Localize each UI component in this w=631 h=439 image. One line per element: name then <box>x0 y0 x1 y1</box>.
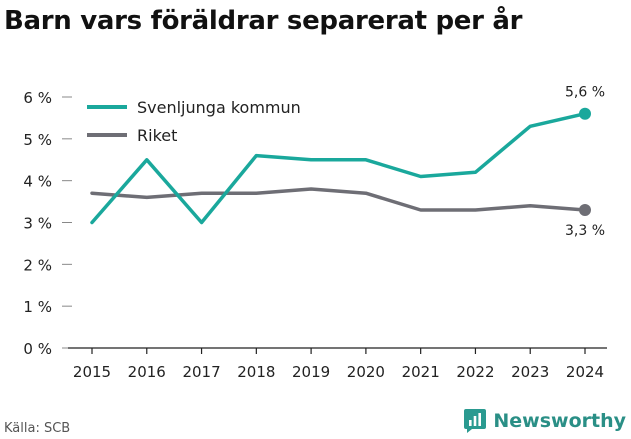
y-tick-label: 6 % <box>23 89 52 107</box>
y-tick-label: 4 % <box>23 173 52 191</box>
x-tick-label: 2020 <box>347 363 385 381</box>
x-axis: 2015 2016 2017 2018 2019 2020 2021 2022 2023 2024 <box>68 347 607 381</box>
series-line-svenljunga <box>90 111 587 225</box>
x-tick-label: 2019 <box>292 363 330 381</box>
y-tick-label: 1 % <box>23 298 52 316</box>
series-end-point <box>579 203 591 216</box>
data-label: 3,3 % <box>565 223 605 239</box>
x-tick-label: 2023 <box>511 363 549 381</box>
x-tick-label: 2018 <box>237 363 275 381</box>
legend-label: Svenljunga kommun <box>137 98 301 117</box>
series-end-point <box>579 107 591 120</box>
x-tick-label: 2015 <box>73 363 111 381</box>
brand-logo: Newsworthy <box>463 408 626 434</box>
y-tick-label: 0 % <box>23 340 52 358</box>
data-label: 5,6 % <box>565 85 605 101</box>
brand-name: Newsworthy <box>493 410 626 432</box>
legend-label: Riket <box>137 126 177 145</box>
series-line-riket <box>90 187 587 212</box>
y-tick-label: 5 % <box>23 131 52 149</box>
y-tick-label: 3 % <box>23 215 52 233</box>
newsworthy-logo-icon <box>464 409 487 433</box>
x-tick-label: 2024 <box>566 363 604 381</box>
x-tick-label: 2021 <box>402 363 440 381</box>
x-tick-label: 2017 <box>182 363 220 381</box>
series-layer: 3,3 % 5,6 % <box>90 85 605 239</box>
chart-title: Barn vars föräldrar separerat per år <box>4 6 523 36</box>
x-tick-label: 2016 <box>128 363 166 381</box>
x-tick-label: 2022 <box>456 363 494 381</box>
legend: Svenljunga kommun Riket <box>87 98 301 145</box>
source-note: Källa: SCB <box>4 421 71 436</box>
y-axis: 0 % 1 % 2 % 3 % 4 % 5 % 6 % <box>23 89 72 358</box>
y-tick-label: 2 % <box>23 256 52 274</box>
